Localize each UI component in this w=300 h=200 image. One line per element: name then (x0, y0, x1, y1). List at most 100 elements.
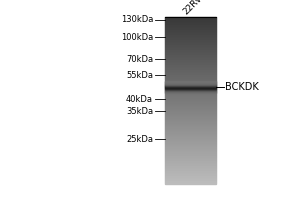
Bar (165, 139, 216, 140)
Bar (165, 140, 216, 141)
Bar (165, 95, 216, 96)
Bar (165, 85, 216, 86)
Bar (165, 31, 216, 32)
Bar (165, 99, 216, 100)
Bar (165, 158, 216, 159)
Text: 100kDa: 100kDa (121, 32, 153, 42)
Bar (165, 28, 216, 29)
Bar (165, 48, 216, 49)
Bar (165, 177, 216, 178)
Bar (165, 116, 216, 117)
Bar (165, 58, 216, 59)
Bar (165, 100, 216, 101)
Text: 130kDa: 130kDa (121, 16, 153, 24)
Bar (165, 157, 216, 158)
Bar (165, 34, 216, 35)
Bar (165, 134, 216, 135)
Bar (165, 111, 216, 112)
Text: 70kDa: 70kDa (126, 54, 153, 64)
Bar (165, 175, 216, 176)
Bar (165, 25, 216, 26)
Bar (165, 60, 216, 61)
Bar (165, 83, 216, 84)
Bar (165, 164, 216, 165)
Bar (165, 67, 216, 68)
Bar (165, 178, 216, 179)
Text: 35kDa: 35kDa (126, 107, 153, 116)
Bar (165, 123, 216, 124)
Bar (165, 89, 216, 90)
Bar (165, 35, 216, 36)
Bar (165, 54, 216, 55)
Bar (165, 148, 216, 149)
Bar (165, 165, 216, 166)
Bar (165, 130, 216, 131)
Bar (165, 124, 216, 125)
Bar (165, 156, 216, 157)
Bar (165, 87, 216, 88)
Bar (165, 42, 216, 43)
Bar (165, 107, 216, 108)
Bar (165, 36, 216, 37)
Bar (165, 129, 216, 130)
Bar (165, 145, 216, 146)
Bar (165, 86, 216, 87)
Bar (165, 166, 216, 167)
Bar (165, 103, 216, 104)
Bar (165, 59, 216, 60)
Bar (165, 76, 216, 77)
Bar (165, 51, 216, 52)
Bar (165, 155, 216, 156)
Bar (165, 141, 216, 142)
Bar (165, 81, 216, 82)
Bar (165, 154, 216, 155)
Bar (165, 112, 216, 113)
Bar (165, 137, 216, 138)
Bar (165, 62, 216, 63)
Bar (165, 56, 216, 57)
Bar (165, 57, 216, 58)
Bar (165, 170, 216, 171)
Text: 22Rv1: 22Rv1 (181, 0, 208, 16)
Bar (165, 46, 216, 47)
Bar (165, 88, 216, 89)
Bar (165, 73, 216, 74)
Bar (165, 24, 216, 25)
Bar (165, 132, 216, 133)
Bar (165, 117, 216, 118)
Bar (165, 17, 216, 18)
Bar (165, 122, 216, 123)
Bar (165, 84, 216, 85)
Bar (165, 37, 216, 38)
Bar (165, 162, 216, 163)
Bar (165, 143, 216, 144)
Bar (165, 149, 216, 150)
Bar (165, 29, 216, 30)
Bar (165, 75, 216, 76)
Bar (165, 160, 216, 161)
Bar (165, 90, 216, 91)
Bar (165, 126, 216, 127)
Bar (165, 113, 216, 114)
Bar (165, 118, 216, 119)
Bar (165, 39, 216, 40)
Bar (165, 171, 216, 172)
Bar (165, 74, 216, 75)
Bar (165, 38, 216, 39)
Bar (165, 79, 216, 80)
Bar (165, 72, 216, 73)
Bar (165, 174, 216, 175)
Bar (165, 65, 216, 66)
Bar (165, 106, 216, 107)
Bar (165, 19, 216, 20)
Bar (165, 153, 216, 154)
Bar (165, 45, 216, 46)
Bar (165, 102, 216, 103)
Bar (165, 136, 216, 137)
Bar (165, 109, 216, 110)
Bar (165, 173, 216, 174)
Bar (165, 108, 216, 109)
Bar (165, 163, 216, 164)
Bar (165, 120, 216, 121)
Text: 40kDa: 40kDa (126, 95, 153, 104)
